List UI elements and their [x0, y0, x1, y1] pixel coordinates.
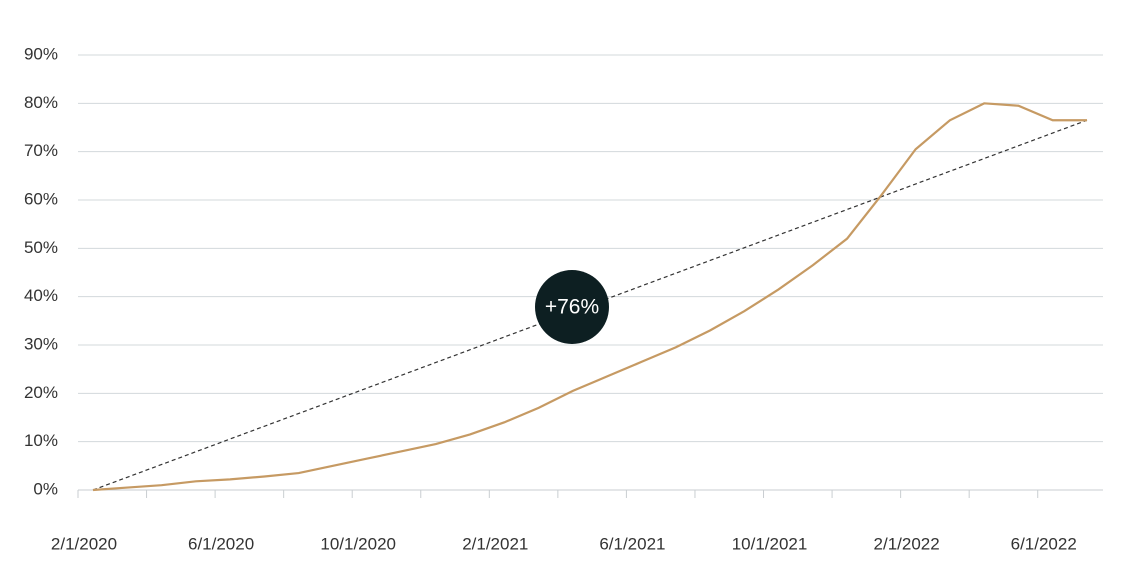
x-tick-label: 2/1/2022 [874, 534, 940, 553]
y-tick-label: 0% [33, 479, 58, 498]
annotation-group: +76% [535, 270, 609, 344]
annotation-text: +76% [545, 296, 599, 319]
y-tick-label: 70% [24, 141, 58, 160]
annotation-badge [535, 270, 609, 344]
x-tick-label: 6/1/2022 [1011, 534, 1077, 553]
y-tick-label: 60% [24, 189, 58, 208]
x-tick-label: 10/1/2020 [320, 534, 396, 553]
trend-line [92, 119, 1088, 491]
x-tick-label: 2/1/2021 [462, 534, 528, 553]
x-tick-label: 10/1/2021 [732, 534, 808, 553]
y-tick-label: 90% [24, 44, 58, 63]
y-tick-label: 10% [24, 431, 58, 450]
x-tick-label: 6/1/2020 [188, 534, 254, 553]
y-tick-label: 40% [24, 286, 58, 305]
x-tick-label: 2/1/2020 [51, 534, 117, 553]
data-line [92, 102, 1087, 492]
y-tick-label: 80% [24, 93, 58, 112]
y-tick-label: 30% [24, 334, 58, 353]
x-tick-label: 6/1/2021 [599, 534, 665, 553]
y-tick-label: 50% [24, 238, 58, 257]
y-tick-label: 20% [24, 383, 58, 402]
